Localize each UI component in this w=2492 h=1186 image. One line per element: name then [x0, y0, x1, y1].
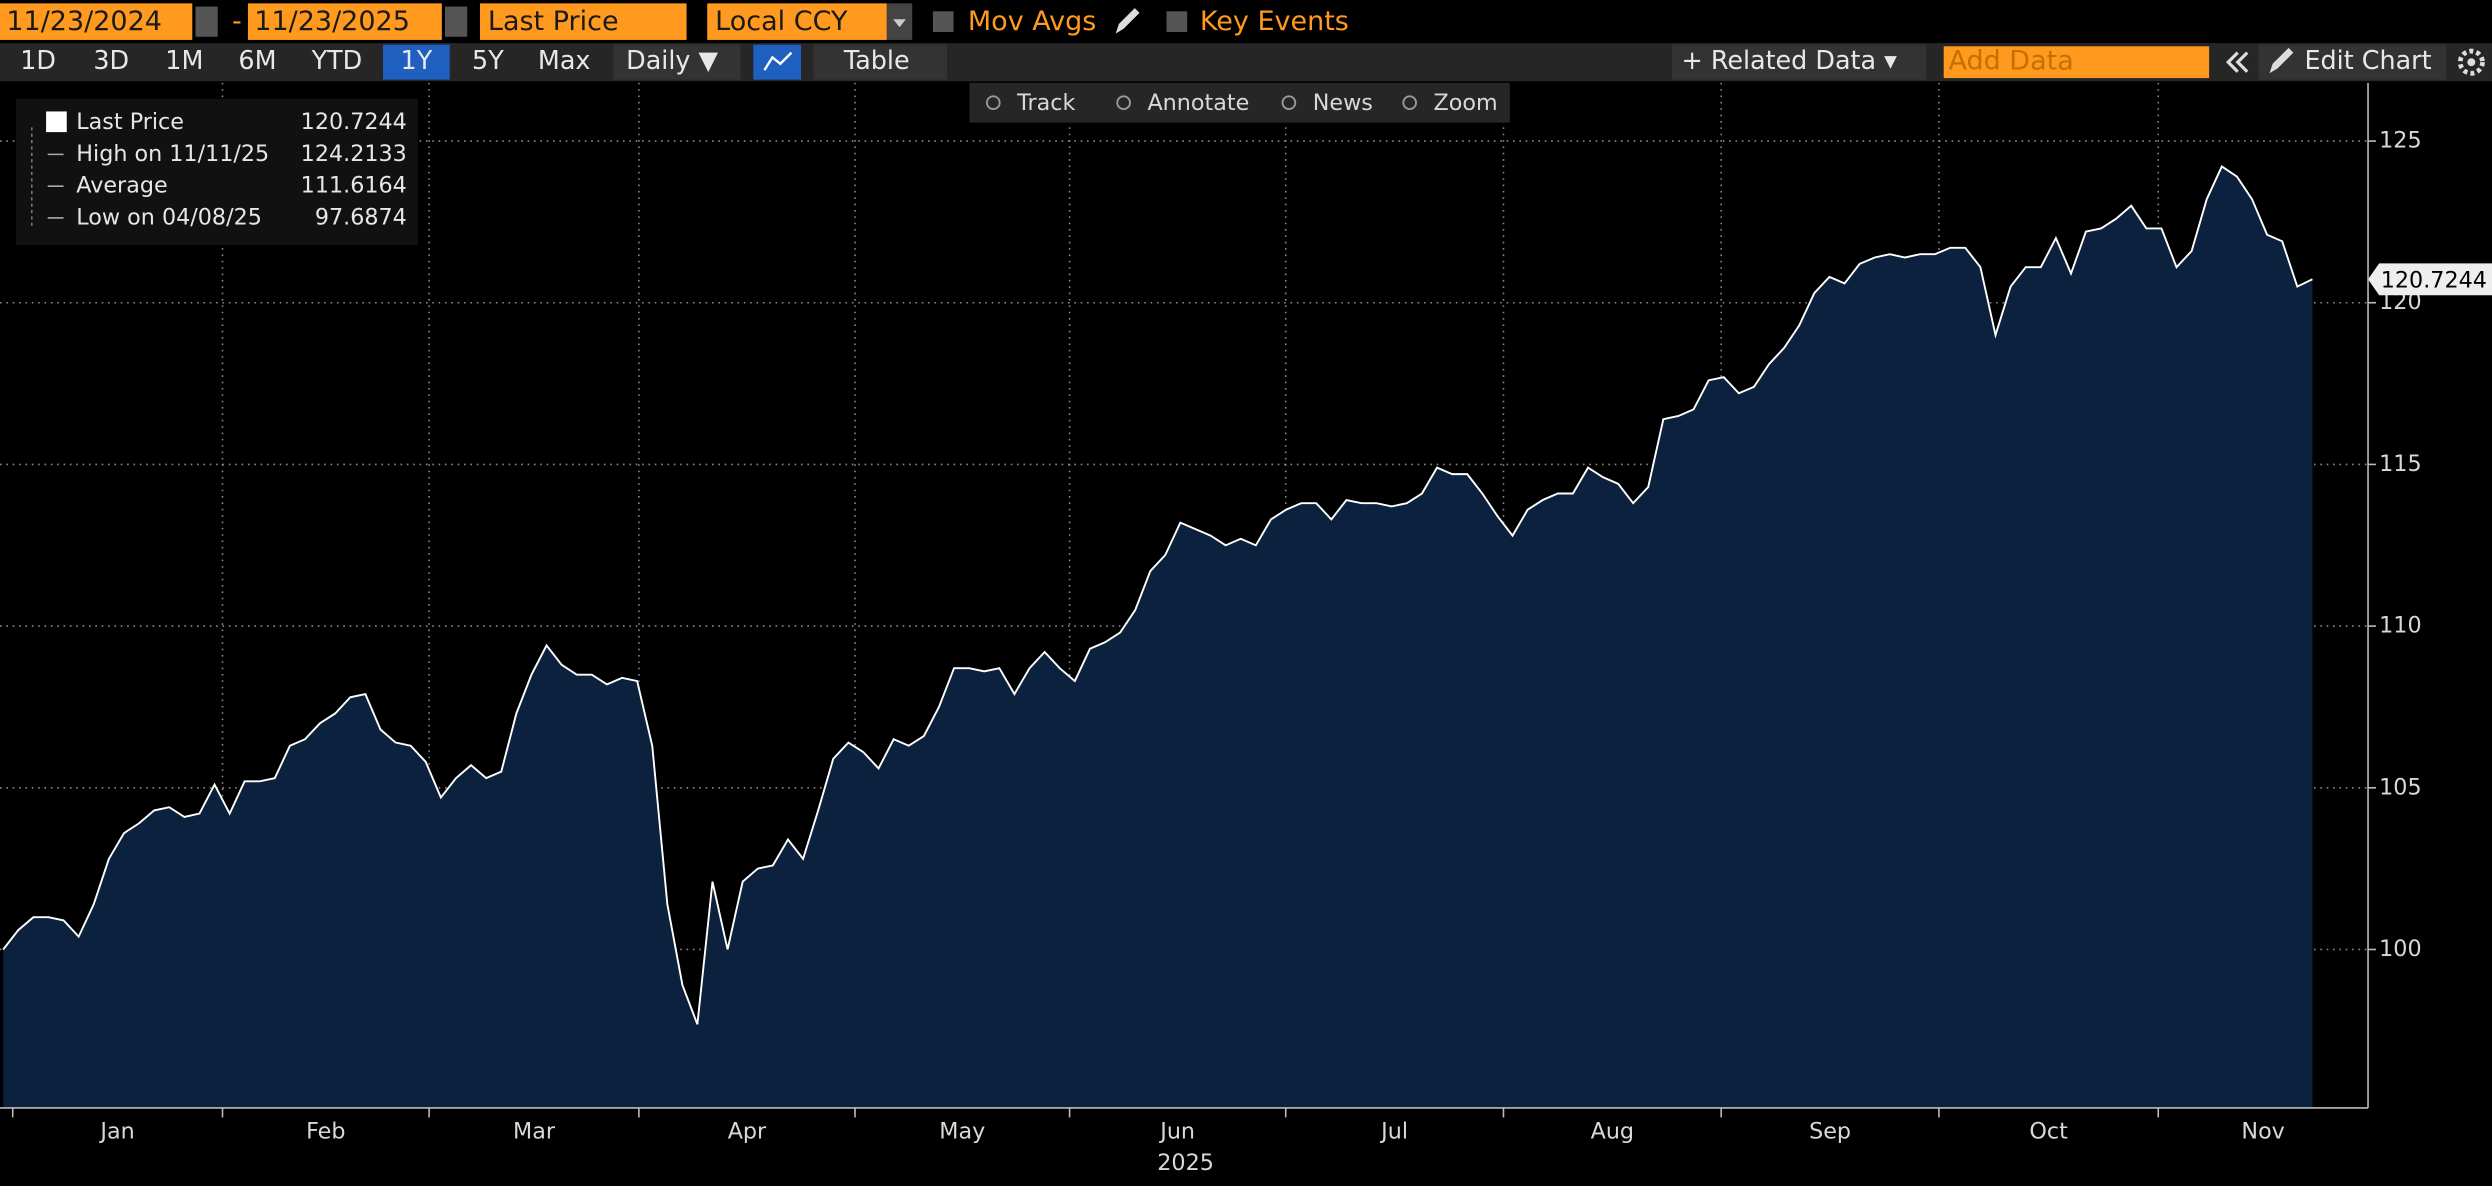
period-label: 3D: [93, 45, 129, 75]
period-button[interactable]: [524, 44, 604, 80]
legend-value: 124.2133: [301, 141, 407, 167]
tool-icon[interactable]: [985, 95, 1001, 111]
frequency-select[interactable]: [613, 44, 741, 80]
legend-value: 97.6874: [315, 204, 407, 230]
legend-value: 120.7244: [301, 109, 407, 135]
period-label: 1Y: [401, 45, 433, 75]
legend-box: [15, 98, 418, 245]
related-data-label: + Related Data ▾: [1681, 45, 1897, 75]
x-tick-label: Jun: [1158, 1118, 1195, 1144]
period-button[interactable]: [454, 44, 522, 80]
tool-label: Track: [1016, 90, 1075, 116]
tool-label: Annotate: [1147, 90, 1249, 116]
x-axis-year: 2025: [1157, 1150, 1214, 1176]
tool-icon[interactable]: [1116, 95, 1131, 111]
legend-swatch: [46, 111, 67, 133]
start-date: 11/23/2024: [6, 6, 162, 37]
x-tick-label: Mar: [513, 1118, 556, 1144]
mov-avgs-checkbox[interactable]: [932, 11, 954, 32]
period-label: 5Y: [472, 45, 504, 75]
end-date-input[interactable]: [247, 3, 442, 40]
key-events-checkbox[interactable]: [1166, 11, 1188, 32]
table-label: Table: [843, 45, 910, 75]
chart-type-icon: [763, 51, 793, 71]
period-button[interactable]: [3, 44, 74, 80]
last-price-tag-label: 120.7244: [2381, 267, 2487, 293]
period-button[interactable]: [149, 44, 220, 80]
period-label: 1M: [165, 45, 203, 75]
settings-icon[interactable]: [2457, 48, 2485, 76]
edit-icon: [2269, 47, 2294, 74]
x-tick-label: Aug: [1591, 1118, 1634, 1144]
x-tick-label: Nov: [2241, 1118, 2284, 1144]
period-label: YTD: [311, 45, 363, 75]
chart-tools: [969, 82, 1510, 123]
date-separator: -: [232, 6, 242, 37]
y-tick-label: 115: [2379, 451, 2421, 477]
edit-chart-label: Edit Chart: [2304, 45, 2431, 75]
y-tick-label: 125: [2379, 128, 2421, 154]
legend-label: Last Price: [76, 109, 184, 135]
calendar-icon[interactable]: [195, 6, 218, 37]
legend-label: High on 11/11/25: [76, 141, 269, 167]
period-label: 1D: [20, 45, 56, 75]
tool-buttons: Track Annotate News Zoom: [985, 90, 1498, 116]
tool-icon[interactable]: [1281, 95, 1297, 111]
mov-avgs-label: Mov Avgs: [968, 6, 1096, 37]
x-tick-label: Jul: [1379, 1118, 1408, 1144]
settings-icon-center: [2467, 58, 2476, 67]
currency: Local CCY: [715, 6, 848, 37]
period-buttons: 1D 3D 1M 6M YTD 1Y 5Y Max: [3, 44, 604, 80]
dropdown-arrow: [893, 19, 906, 28]
x-tick-label: Jan: [98, 1118, 134, 1144]
pencil-icon[interactable]: [1115, 8, 1140, 34]
legend: Last Price 120.7244 High on 11/11/25 124.21…: [30, 109, 407, 230]
legend-label: Average: [76, 173, 167, 199]
legend-label: Low on 04/08/25: [76, 204, 262, 230]
key-events-label: Key Events: [1200, 6, 1349, 37]
end-date: 11/23/2025: [254, 6, 410, 37]
add-data-input[interactable]: [1943, 46, 2210, 79]
y-tick-label: 105: [2379, 774, 2421, 800]
calendar-icon[interactable]: [445, 6, 468, 37]
collapse-icon[interactable]: [2225, 51, 2249, 73]
area: [3, 166, 2313, 1108]
period-label: Max: [538, 45, 591, 75]
x-tick-label: Feb: [306, 1118, 345, 1144]
field-select[interactable]: [479, 3, 687, 40]
period-button[interactable]: [222, 44, 293, 80]
y-tick-label: 100: [2379, 936, 2421, 962]
tool-label: News: [1313, 90, 1373, 116]
y-tick-label: 110: [2379, 613, 2421, 639]
last-price-tag: [2368, 263, 2492, 296]
price-line: [2, 165, 2313, 1025]
period-button[interactable]: [295, 44, 379, 80]
period-button[interactable]: [76, 44, 147, 80]
tool-label: Zoom: [1434, 90, 1498, 116]
legend-value: 111.6164: [301, 173, 407, 199]
tool-icon[interactable]: [1402, 95, 1418, 111]
x-tick-label: Oct: [2029, 1118, 2068, 1144]
table-button[interactable]: [813, 44, 948, 80]
period-label: 6M: [238, 45, 276, 75]
related-data-button[interactable]: [1671, 44, 1927, 80]
currency-select[interactable]: [707, 3, 887, 40]
period-button[interactable]: [383, 44, 450, 80]
field: Last Price: [488, 6, 619, 37]
add-data-placeholder: Add Data: [1948, 46, 2073, 77]
x-tick-label: Sep: [1809, 1118, 1851, 1144]
start-date-input[interactable]: [0, 3, 193, 40]
x-tick-label: May: [939, 1118, 985, 1144]
frequency: Daily ▼: [626, 45, 718, 75]
x-tick-label: Apr: [728, 1118, 767, 1144]
